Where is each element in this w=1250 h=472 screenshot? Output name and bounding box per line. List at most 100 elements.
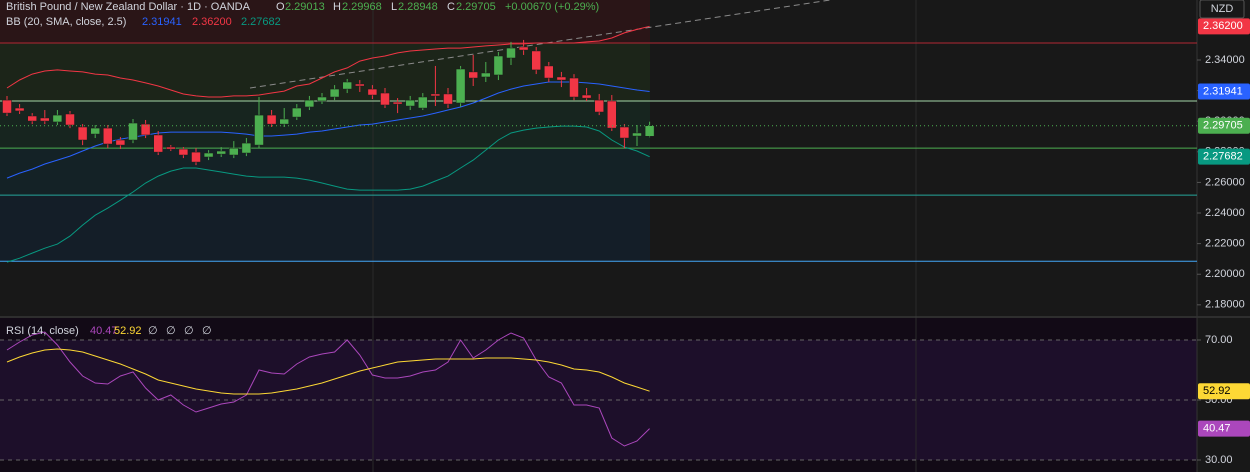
y-tick-label: 30.00 bbox=[1205, 454, 1233, 466]
high-value: 2.29968 bbox=[342, 1, 382, 13]
change: +0.00670 (+0.29%) bbox=[505, 1, 599, 13]
y-tick-label: 2.20000 bbox=[1205, 268, 1245, 280]
candle-body bbox=[52, 114, 63, 123]
candle-body bbox=[619, 126, 630, 139]
currency-box[interactable] bbox=[1199, 0, 1245, 19]
legend-upper: 2.36200 bbox=[192, 16, 232, 28]
candle-body bbox=[556, 76, 567, 81]
legend-basis: 2.31941 bbox=[142, 16, 182, 28]
candle-body bbox=[2, 99, 12, 114]
close-value: 2.29705 bbox=[456, 1, 496, 13]
candle-body bbox=[115, 139, 126, 146]
price-label-box bbox=[1198, 117, 1250, 134]
price-label-box bbox=[1198, 18, 1250, 35]
indicator-line bbox=[6, 331, 650, 447]
candle-body bbox=[455, 68, 466, 104]
legend-symbol: ∅ bbox=[166, 325, 176, 337]
candle-body bbox=[216, 150, 226, 155]
candle-body bbox=[140, 123, 151, 136]
candle-body bbox=[229, 147, 239, 156]
zone bbox=[0, 148, 650, 195]
header: British Pound / New Zealand Dollar · 1D … bbox=[6, 0, 1245, 337]
candle-body bbox=[506, 47, 516, 59]
candle-body bbox=[594, 99, 604, 113]
candle-body bbox=[254, 114, 264, 146]
candle-body bbox=[544, 65, 554, 79]
legend-rsi: 40.47 bbox=[90, 325, 118, 337]
candle-body bbox=[493, 55, 504, 76]
zone bbox=[0, 101, 650, 148]
indicator-line bbox=[6, 81, 650, 179]
plot bbox=[0, 25, 1197, 461]
candle-body bbox=[65, 113, 75, 126]
legend-symbol: ∅ bbox=[202, 325, 212, 337]
candle-body bbox=[392, 101, 403, 105]
candle-body bbox=[178, 148, 189, 156]
indicator-line bbox=[6, 25, 650, 98]
candle-body bbox=[153, 134, 163, 153]
candle-body bbox=[468, 71, 478, 79]
legend-rsi-ma: 52.92 bbox=[114, 325, 142, 337]
candle-body bbox=[166, 146, 176, 150]
candle-body bbox=[128, 122, 138, 141]
ohlc-letter: C bbox=[447, 1, 455, 13]
price-label-box bbox=[1198, 383, 1250, 400]
candle-body bbox=[103, 127, 113, 145]
y-tick-label: 2.18000 bbox=[1205, 299, 1245, 311]
price-label: 2.36200 bbox=[1203, 20, 1243, 32]
zone bbox=[0, 0, 650, 43]
zone bbox=[0, 43, 650, 101]
candle-body bbox=[241, 142, 252, 154]
y-tick-label: 2.22000 bbox=[1205, 238, 1245, 250]
candle-body bbox=[405, 99, 415, 107]
ohlc-letter: O bbox=[276, 1, 285, 13]
trend-line bbox=[249, 0, 831, 89]
price-label-box bbox=[1198, 83, 1250, 100]
candle-body bbox=[279, 118, 289, 125]
candle-body bbox=[191, 151, 201, 163]
rsi-band bbox=[0, 340, 1197, 460]
low-value: 2.28948 bbox=[398, 1, 438, 13]
candle-body bbox=[569, 77, 579, 98]
candle-body bbox=[581, 94, 592, 99]
open-value: 2.29013 bbox=[285, 1, 325, 13]
candle-body bbox=[632, 132, 642, 137]
currency[interactable]: NZD bbox=[1211, 3, 1234, 15]
price-label: 2.29705 bbox=[1203, 120, 1243, 132]
candle-body bbox=[531, 50, 541, 71]
candle-body bbox=[380, 92, 390, 106]
candle-body bbox=[430, 93, 441, 97]
candle-body bbox=[40, 117, 50, 122]
candle-body bbox=[443, 93, 453, 105]
ohlc-letter: L bbox=[391, 1, 397, 13]
y-tick-label: 70.00 bbox=[1205, 334, 1233, 346]
price-label-box bbox=[1198, 148, 1250, 165]
candle-body bbox=[304, 99, 315, 108]
candle-body bbox=[266, 114, 277, 125]
candle-body bbox=[644, 125, 655, 137]
symbol-title: British Pound / New Zealand Dollar · 1D … bbox=[6, 1, 251, 13]
candle-body bbox=[14, 107, 25, 112]
candle-body bbox=[342, 81, 352, 90]
indicator-line bbox=[6, 125, 650, 263]
price-label-box bbox=[1198, 420, 1250, 437]
candle-body bbox=[77, 126, 88, 141]
rsi-title: RSI (14, close) bbox=[6, 325, 79, 337]
candle-body bbox=[418, 96, 428, 109]
candle-body bbox=[292, 107, 302, 118]
price-label: 40.47 bbox=[1203, 422, 1231, 434]
candle-body bbox=[481, 72, 491, 78]
price-label: 2.31941 bbox=[1203, 85, 1243, 97]
legend-symbol: ∅ bbox=[184, 325, 194, 337]
y-tick-label: 2.34000 bbox=[1205, 54, 1245, 66]
candle-body bbox=[355, 83, 365, 87]
price-label: 52.92 bbox=[1203, 385, 1231, 397]
candle-body bbox=[27, 115, 37, 122]
candle-body bbox=[329, 88, 340, 98]
ohlc-letter: H bbox=[333, 1, 341, 13]
candle-body bbox=[317, 96, 327, 102]
indicator-line bbox=[6, 348, 650, 395]
indicator-label: BB (20, SMA, close, 2.5) bbox=[6, 16, 126, 28]
